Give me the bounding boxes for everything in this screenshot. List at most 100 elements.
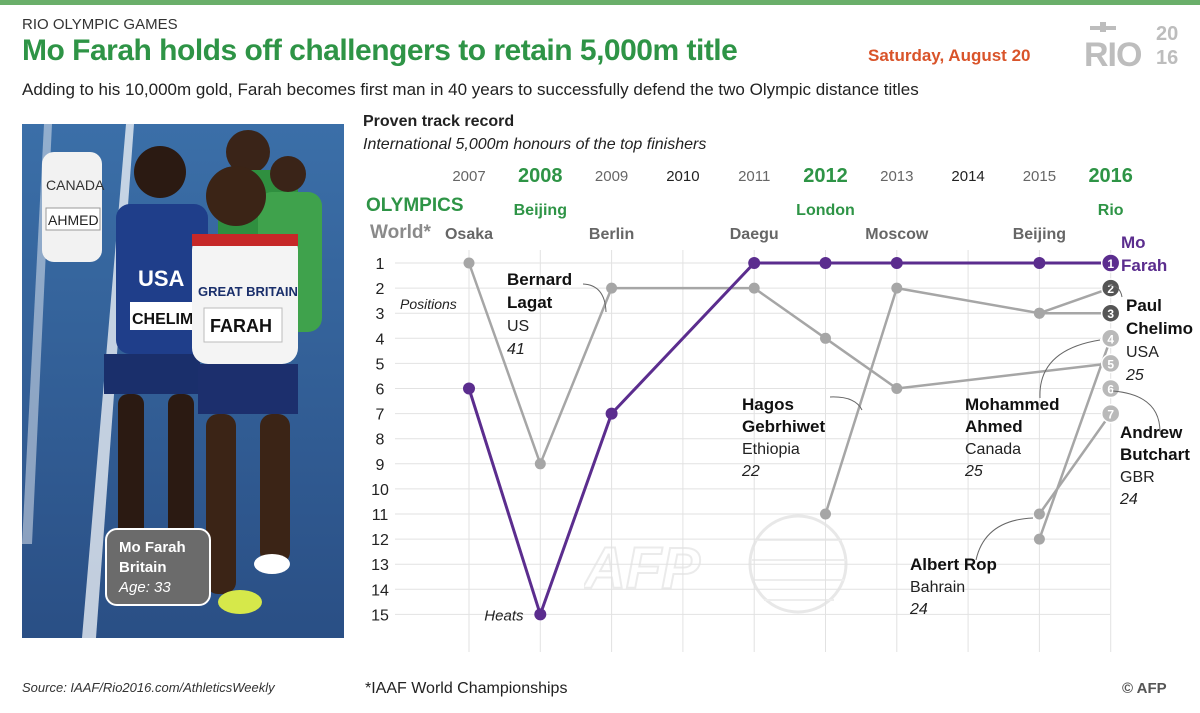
- finish-marker-label-3: 3: [1107, 307, 1114, 321]
- y-tick-1: 1: [376, 256, 385, 273]
- logo-year-bottom: 16: [1156, 47, 1178, 69]
- finish-marker-3: [1100, 303, 1121, 323]
- annotation-butchart-name-1: Butchart: [1120, 445, 1190, 464]
- series-point-bernard-lagat-2009: [606, 282, 618, 294]
- series-point-mohammed-ahmed-2015: [1033, 533, 1045, 545]
- series-point-hagos-gebrhiwet-2013: [891, 282, 903, 294]
- series-line-mohammed-ahmed: [1038, 337, 1112, 540]
- y-tick-3: 3: [376, 306, 385, 323]
- finish-marker-4: [1100, 328, 1121, 349]
- annotation-farah-name-0: Mo: [1121, 233, 1146, 252]
- photo-caption: Mo Farah Britain Age: 33: [105, 528, 211, 606]
- finish-marker-label-1: 1: [1107, 257, 1114, 271]
- annotation-butchart-name-0: Andrew: [1120, 423, 1183, 442]
- headline: Mo Farah holds off challengers to retain…: [22, 34, 738, 67]
- annotation-lagat-country: US: [507, 318, 529, 335]
- caption-country: Britain: [119, 559, 167, 576]
- y-tick-14: 14: [371, 582, 389, 599]
- series-point-bernard-lagat-2012: [820, 332, 831, 344]
- venue-label-rio-2016: Rio: [1098, 202, 1124, 219]
- year-label-2015: 2015: [1023, 168, 1056, 185]
- finish-marker-7: [1100, 403, 1121, 424]
- venue-label-osaka-2007: Osaka: [445, 226, 493, 243]
- series-line-hagos-gebrhiwet: [824, 286, 1111, 515]
- venue-label-berlin-2009: Berlin: [589, 226, 634, 243]
- series-point-bernard-lagat-2011: [748, 282, 760, 294]
- annotation-ahmed-name-1: Ahmed: [965, 417, 1023, 436]
- annotation-ahmed-age: 25: [964, 463, 983, 480]
- series-line-mo-farah: [467, 261, 1111, 616]
- source-note: Source: IAAF/Rio2016.com/AthleticsWeekly: [22, 680, 275, 695]
- chart-subtitle: International 5,000m honours of the top …: [363, 136, 706, 153]
- annotation-ahmed-country: Canada: [965, 441, 1021, 458]
- annotation-gebrhiwet-name-0: Hagos: [742, 395, 794, 414]
- heats-label: Heats: [484, 607, 524, 624]
- year-label-2007: 2007: [452, 168, 485, 185]
- annotation-rop-age: 24: [909, 601, 928, 618]
- positions-axis-label: Positions: [400, 296, 457, 312]
- venue-label-beijing-2015: Beijing: [1013, 226, 1066, 243]
- pointer-rop: [975, 517, 1034, 561]
- finish-marker-label-7: 7: [1107, 408, 1114, 422]
- watermark-text: AFP: [584, 536, 700, 601]
- series-point-mo-farah-2011: [748, 257, 761, 269]
- year-label-2010: 2010: [666, 168, 699, 185]
- footnote: *IAAF World Championships: [365, 680, 568, 697]
- pointer-chelimo: [1107, 284, 1123, 298]
- rio-2016-logo: RIO 20 16: [1084, 22, 1178, 70]
- annotation-lagat-name-0: Bernard: [507, 270, 572, 289]
- annotation-gebrhiwet-name-1: Gebrhiwet: [742, 417, 825, 436]
- series-point-mo-farah-2007: [463, 382, 475, 395]
- subheadline: Adding to his 10,000m gold, Farah become…: [22, 80, 919, 99]
- series-point-mo-farah-2009: [605, 407, 618, 420]
- series-point-mo-farah-2015: [1033, 257, 1046, 269]
- bib-ahmed: AHMED: [48, 212, 99, 228]
- year-label-2013: 2013: [880, 168, 913, 185]
- y-tick-10: 10: [371, 482, 389, 499]
- year-label-2014: 2014: [951, 168, 984, 185]
- finish-marker-5: [1100, 353, 1121, 374]
- venue-label-beijing-2008: Beijing: [514, 202, 567, 219]
- finish-marker-1: [1100, 253, 1121, 273]
- y-tick-7: 7: [376, 407, 385, 424]
- year-label-2009: 2009: [595, 168, 628, 185]
- year-label-2016: 2016: [1088, 165, 1133, 187]
- series-point-mo-farah-2008: [534, 608, 547, 621]
- series-line-paul-chelimo: [1038, 286, 1112, 315]
- bib-usa: USA: [138, 266, 185, 291]
- y-tick-13: 13: [371, 557, 389, 574]
- y-tick-4: 4: [376, 331, 385, 348]
- logo-rio-text: RIO: [1084, 36, 1142, 70]
- venue-label-daegu-2011: Daegu: [730, 226, 779, 243]
- series-point-bernard-lagat-2013: [891, 383, 903, 394]
- year-label-2012: 2012: [803, 165, 848, 187]
- annotation-butchart-age: 24: [1119, 491, 1138, 508]
- y-tick-5: 5: [376, 356, 385, 373]
- finish-marker-6: [1100, 378, 1121, 399]
- finish-marker-label-4: 4: [1107, 332, 1114, 346]
- series-line-albert-rop: [1038, 412, 1112, 515]
- annotation-chelimo-name-0: Paul: [1126, 296, 1162, 315]
- annotation-gebrhiwet-country: Ethiopia: [742, 441, 800, 458]
- race-photo: CANADA AHMED USA CHELIM GREAT BRITAIN FA…: [22, 124, 344, 638]
- date-label: Saturday, August 20: [868, 46, 1031, 65]
- annotation-gebrhiwet-age: 22: [741, 463, 760, 480]
- olympics-row-label: OLYMPICS: [366, 195, 464, 216]
- pointer-lagat: [582, 283, 607, 313]
- annotation-ahmed-name-0: Mohammed: [965, 395, 1059, 414]
- bib-great-britain: GREAT BRITAIN: [198, 284, 298, 299]
- y-tick-8: 8: [376, 432, 385, 449]
- annotation-farah-name-1: Farah: [1121, 256, 1167, 275]
- series-point-bernard-lagat-2008: [534, 458, 546, 470]
- bib-canada: CANADA: [46, 177, 105, 193]
- pointer-ahmed: [1039, 339, 1101, 399]
- y-tick-11: 11: [372, 507, 389, 524]
- world-row-label: World*: [370, 222, 431, 243]
- logo-year-top: 20: [1156, 23, 1178, 45]
- pointer-gebrhiwet: [829, 396, 863, 411]
- finish-marker-label-5: 5: [1107, 357, 1114, 371]
- kicker: RIO OLYMPIC GAMES: [22, 16, 178, 33]
- series-point-bernard-lagat-2007: [463, 257, 475, 269]
- series-point-albert-rop-2015: [1033, 508, 1045, 520]
